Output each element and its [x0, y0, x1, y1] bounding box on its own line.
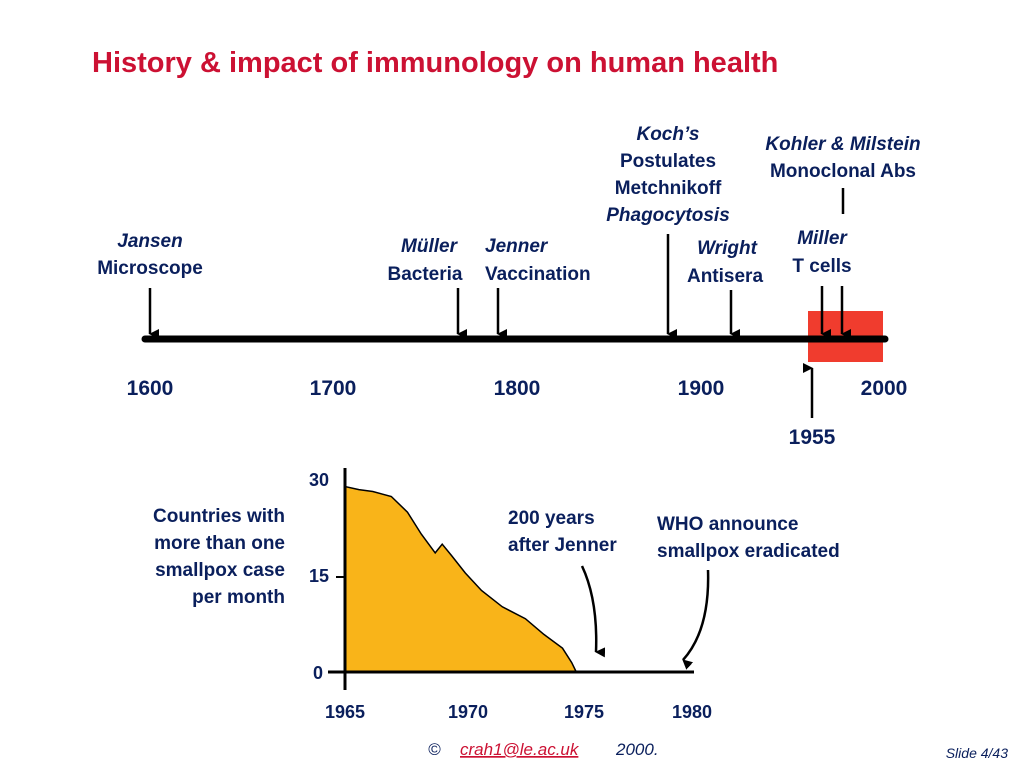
- event-jenner: Jenner Vaccination: [485, 236, 591, 339]
- year-label-1700: 1700: [310, 377, 357, 400]
- event-wright: Wright Antisera: [687, 238, 763, 339]
- event-kohler-desc: Monoclonal Abs: [770, 161, 916, 182]
- event-muller: Müller Bacteria: [388, 236, 467, 339]
- event-kohler-name: Kohler & Milstein: [765, 134, 920, 155]
- y-tick-15: 15: [309, 566, 329, 586]
- y-label-line-3: smallpox case: [155, 560, 285, 581]
- annotation-who: WHO announce smallpox eradicated: [657, 514, 840, 670]
- smallpox-chart: 30 15 0 1965 1970 1975 1980 Countries wi…: [153, 468, 840, 722]
- timeline: 1600 1700 1800 1900 2000 1955 Jansen Mic…: [97, 124, 920, 449]
- x-tick-1980: 1980: [672, 702, 712, 722]
- event-koch-name: Koch’s: [636, 124, 699, 145]
- event-jansen: Jansen Microscope: [97, 231, 203, 339]
- annotation-200-years: 200 years after Jenner: [508, 508, 617, 658]
- y-label-line-1: Countries with: [153, 506, 285, 527]
- x-tick-1975: 1975: [564, 702, 604, 722]
- event-jenner-desc: Vaccination: [485, 264, 591, 285]
- annotation-who-line-2: smallpox eradicated: [657, 541, 840, 562]
- event-wright-desc: Antisera: [687, 266, 763, 287]
- event-jansen-name: Jansen: [117, 231, 182, 252]
- page-title: History & impact of immunology on human …: [92, 47, 778, 79]
- event-koch-desc: Postulates: [620, 151, 716, 172]
- event-miller-desc: T cells: [792, 256, 851, 277]
- event-muller-name: Müller: [401, 236, 459, 257]
- chart-y-label: Countries with more than one smallpox ca…: [153, 506, 285, 608]
- annotation-200-years-line-2: after Jenner: [508, 535, 617, 556]
- event-jansen-desc: Microscope: [97, 258, 203, 279]
- y-label-line-4: per month: [192, 587, 285, 608]
- y-tick-30: 30: [309, 470, 329, 490]
- event-miller: Miller T cells: [792, 228, 852, 339]
- footer-copyright-symbol: ©: [428, 740, 441, 759]
- smallpox-cases-area: [344, 485, 578, 673]
- footer: © crah1@le.ac.uk 2000. Slide 4/43: [428, 740, 1008, 761]
- year-label-1900: 1900: [678, 377, 725, 400]
- year-label-1800: 1800: [494, 377, 541, 400]
- footer-year: 2000.: [615, 740, 659, 759]
- annotation-200-years-arrow: [580, 565, 606, 658]
- event-miller-name: Miller: [797, 228, 848, 249]
- footer-email-link[interactable]: crah1@le.ac.uk: [460, 740, 580, 759]
- event-muller-desc: Bacteria: [388, 264, 463, 285]
- year-label-1955: 1955: [789, 426, 836, 449]
- slide-number: Slide 4/43: [946, 745, 1008, 761]
- event-wright-name: Wright: [697, 238, 757, 259]
- event-metchnikoff-desc: Phagocytosis: [606, 205, 730, 226]
- y-label-line-2: more than one: [154, 533, 285, 554]
- event-koch: Koch’s Postulates Metchnikoff Phagocytos…: [606, 124, 730, 339]
- event-jenner-name: Jenner: [485, 236, 549, 257]
- year-label-1600: 1600: [127, 377, 174, 400]
- event-kohler-milstein: Kohler & Milstein Monoclonal Abs: [765, 134, 921, 339]
- annotation-who-line-1: WHO announce: [657, 514, 798, 535]
- event-metchnikoff-name: Metchnikoff: [615, 178, 722, 199]
- annotation-who-arrow: [682, 569, 710, 670]
- year-label-2000: 2000: [861, 377, 908, 400]
- y-tick-0: 0: [313, 663, 323, 683]
- annotation-200-years-line-1: 200 years: [508, 508, 595, 529]
- x-tick-1965: 1965: [325, 702, 365, 722]
- x-tick-1970: 1970: [448, 702, 488, 722]
